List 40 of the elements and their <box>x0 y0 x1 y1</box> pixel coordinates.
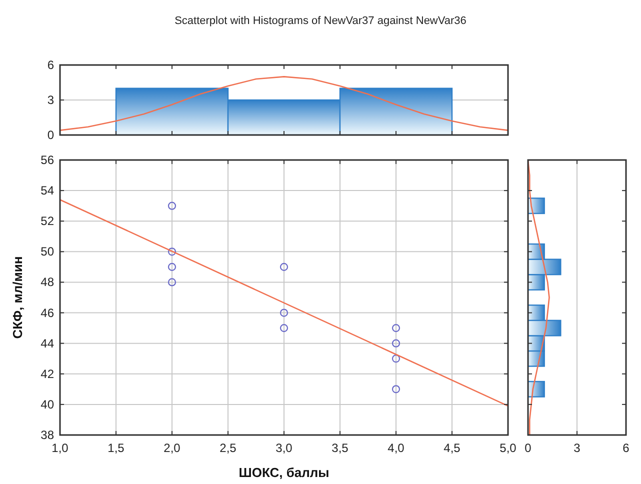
y-tick-label: 38 <box>40 428 54 442</box>
y-tick-label: 54 <box>40 184 54 198</box>
chart-title: Scatterplot with Histograms of NewVar37 against NewVar36 <box>174 15 466 27</box>
point <box>280 262 288 271</box>
y-tick-label: 48 <box>40 275 54 290</box>
point <box>392 385 400 394</box>
x-tick-label: 3,5 <box>332 441 349 455</box>
x-tick-label: 4,5 <box>444 441 461 455</box>
point <box>392 324 400 332</box>
point <box>168 202 176 210</box>
y-tick-label: 56 <box>40 153 54 167</box>
point <box>280 324 288 332</box>
point <box>392 339 400 348</box>
x-tick-label: 3,0 <box>276 441 293 455</box>
point <box>280 308 288 317</box>
y-tick-label: 46 <box>40 306 54 320</box>
x-tick-label: 1,0 <box>52 441 69 455</box>
point <box>392 354 400 363</box>
y-tick-label: 0 <box>47 128 54 142</box>
x-tick-label: 6 <box>622 441 630 455</box>
x-tick-label: 4,0 <box>388 441 405 455</box>
y-tick-label: 6 <box>47 58 54 72</box>
x-tick-label: 5,0 <box>500 441 517 455</box>
y-tick-label: 52 <box>40 214 54 228</box>
y-axis-title: СКФ, мл/мин <box>10 256 25 339</box>
x-axis-title: ШОКС, баллы <box>238 465 330 480</box>
line-series <box>60 76 508 131</box>
point <box>168 262 176 271</box>
y-tick-label: 42 <box>40 366 54 381</box>
y-tick-label: 3 <box>47 93 54 107</box>
y-tick-label: 40 <box>40 397 54 412</box>
x-tick-label: 2,5 <box>220 441 237 455</box>
x-tick-label: 1,5 <box>108 441 125 455</box>
point <box>168 248 176 256</box>
y-tick-label: 44 <box>40 336 54 350</box>
y-tick-label: 50 <box>40 244 54 259</box>
point <box>168 278 176 286</box>
x-tick-label: 0 <box>524 441 532 455</box>
x-tick-label: 2,0 <box>164 441 181 455</box>
x-tick-label: 3 <box>574 441 581 455</box>
